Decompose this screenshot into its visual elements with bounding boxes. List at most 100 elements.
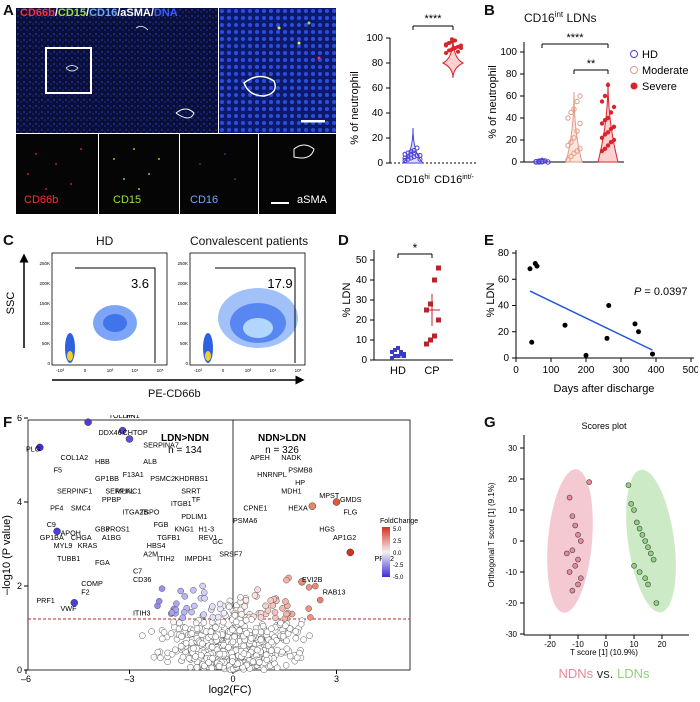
g-xtick-label: -20 (544, 640, 556, 649)
f-point (199, 640, 206, 648)
f-gene-label: MPST (319, 491, 340, 500)
title-dna: DNA (153, 7, 178, 19)
f-gene-label: GC (212, 537, 223, 546)
channel-cd16-svg (199, 153, 236, 180)
f-gene-label: CHTOP (123, 428, 148, 437)
f-gene-label: AP1G2 (333, 533, 356, 542)
b-point-severe (602, 146, 608, 151)
g-point-ndns (564, 550, 570, 557)
f-legend-tick: -5.0 (393, 575, 404, 581)
f-point (268, 625, 275, 632)
f-point-highlight (346, 548, 355, 557)
f-gene-label: FGB (154, 520, 169, 529)
a-point-cd16hi (411, 148, 417, 153)
a-point-cd16int (450, 47, 454, 52)
b-point-moderate (568, 139, 574, 145)
d-point-hd (399, 350, 403, 354)
micrograph-title: CD66b/CD15/CD16/aSMA/DNA (20, 7, 178, 19)
panel-c-flow: SSC 250K 200K 150K 100K 50K 0 -10³ 0 10³ 10⁴ 10⁵ 3… (5, 252, 306, 385)
f-gene-label: APEH (250, 453, 270, 462)
g-point-ndns (572, 522, 578, 529)
f-point (216, 650, 223, 658)
b-ytick-label: 100 (500, 47, 517, 58)
f-point (158, 585, 166, 592)
f-xtick-label: –3 (124, 674, 134, 684)
a-ytick-label: 100 (366, 33, 383, 44)
f-point (283, 576, 290, 584)
f-xtick-label: 3 (334, 674, 339, 684)
b-point-moderate (565, 142, 571, 149)
f-point (209, 655, 216, 662)
f-point (207, 628, 215, 635)
g-ytick-label: -30 (505, 630, 517, 639)
c-ytick-label: 150K (39, 301, 50, 306)
b-point-severe (605, 130, 611, 135)
f-point (168, 650, 176, 658)
g-point-ndns (575, 532, 581, 538)
f-gene-label: SRSF7 (219, 550, 242, 559)
a-point-cd16int (456, 49, 460, 54)
f-gene-label: CPNE1 (243, 503, 267, 512)
f-point (188, 630, 196, 637)
panel-a-cat-0: CD16hi (396, 174, 430, 186)
title-sep: / (86, 7, 90, 19)
f-point-highlight (125, 435, 134, 443)
g-point-ldns (648, 550, 654, 557)
c-ytick-label: 0 (47, 361, 50, 366)
f-point (251, 592, 259, 599)
a-point-cd16hi (417, 156, 423, 162)
f-gene-label: ITGB1 (171, 499, 192, 508)
panel-f-legend-title: FoldChange (380, 518, 418, 525)
f-point (262, 602, 269, 610)
channel-cd66b-panel: CD66b (16, 134, 98, 214)
f-point (197, 651, 205, 659)
f-point (279, 648, 286, 656)
g-xtick-label: 0 (604, 640, 609, 649)
d-point-cp (436, 265, 441, 271)
f-point (279, 605, 286, 612)
b-legend-label: Moderate (642, 65, 688, 77)
f-point (188, 639, 195, 646)
f-point (300, 636, 307, 643)
d-point-cp (428, 301, 433, 307)
c-xtick-label: 10⁴ (132, 368, 139, 373)
channel-asma-svg (271, 144, 315, 204)
f-point (209, 603, 216, 610)
panel-g-title: Scores plot (581, 421, 627, 431)
f-point (177, 587, 184, 595)
c-ytick-label: 250K (177, 261, 188, 266)
f-point (254, 646, 261, 654)
a-point-cd16int (444, 51, 448, 55)
d-ytick-label: 10 (356, 335, 368, 346)
g-point-ldns (636, 569, 643, 575)
panel-e-letter: E (484, 232, 495, 249)
f-point-highlight (53, 527, 61, 536)
panel-c-xlabel: PE-CD66b (148, 388, 201, 400)
f-gene-label: C7 (133, 566, 142, 575)
f-point (262, 651, 270, 659)
b-ytick-label: 60 (506, 91, 518, 102)
g-point-ndns (578, 575, 584, 581)
f-point (282, 598, 289, 605)
title-asma: aSMA (120, 7, 151, 19)
f-gene-label: TF (192, 495, 201, 504)
d-point-hd (396, 346, 400, 350)
b-point-moderate (568, 109, 574, 116)
f-gene-label: MYL9 (54, 541, 73, 550)
f-point (159, 635, 166, 643)
f-gene-label: FN1 (126, 415, 140, 420)
f-gene-label: MDH1 (281, 487, 301, 496)
g-point-ldns (631, 507, 637, 513)
b-point-severe (608, 110, 614, 115)
g-point-ldns (636, 525, 643, 532)
b-legend-label: HD (642, 49, 658, 61)
g-xtick-label: -10 (572, 640, 584, 649)
panel-b-ylabel: % of neutrophil (487, 65, 499, 138)
g-point-ldns (631, 563, 637, 569)
f-point (199, 582, 206, 590)
b-point-severe (605, 115, 611, 121)
b-point-severe (605, 82, 611, 88)
title-cd16: CD16 (89, 7, 118, 19)
a-ytick-label: 80 (372, 58, 384, 69)
c-xtick-label: 0 (84, 368, 87, 373)
